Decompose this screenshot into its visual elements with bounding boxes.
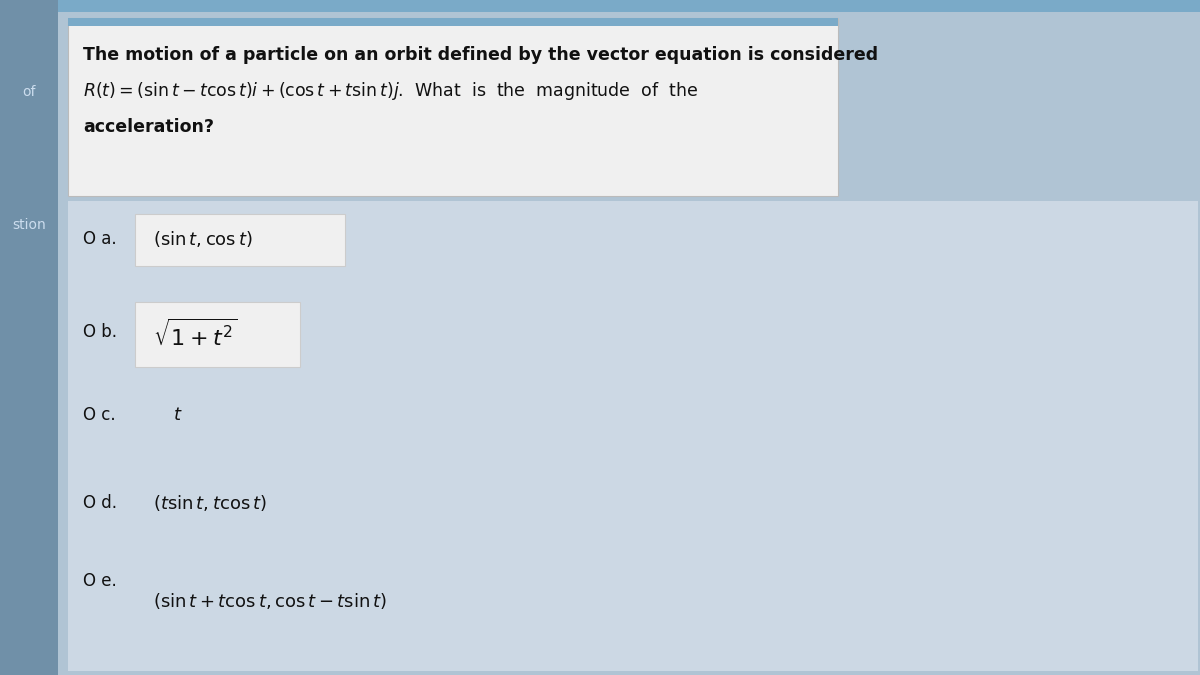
Text: stion: stion [12,218,46,232]
FancyBboxPatch shape [134,302,300,367]
Text: $\sqrt{1+t^2}$: $\sqrt{1+t^2}$ [154,319,238,351]
Text: O e.: O e. [83,572,116,590]
Text: $(t\sin t, t\cos t)$: $(t\sin t, t\cos t)$ [154,493,266,513]
Text: of: of [23,85,36,99]
FancyBboxPatch shape [0,0,58,675]
Text: O d.: O d. [83,494,118,512]
Text: $R(t) = (\sin t - t\cos t)i + (\cos t + t\sin t)j$.  What  is  the  magnitude  o: $R(t) = (\sin t - t\cos t)i + (\cos t + … [83,80,698,102]
FancyBboxPatch shape [68,18,838,26]
FancyBboxPatch shape [68,18,838,196]
Text: $(\sin t, \cos t)$: $(\sin t, \cos t)$ [154,229,253,249]
FancyBboxPatch shape [0,0,1200,12]
Text: The motion of a particle on an orbit defined by the vector equation is considere: The motion of a particle on an orbit def… [83,46,878,64]
Text: $t$: $t$ [173,406,182,424]
Text: O a.: O a. [83,230,116,248]
Text: acceleration?: acceleration? [83,118,214,136]
Text: $(\sin t + t\cos t, \cos t - t\sin t)$: $(\sin t + t\cos t, \cos t - t\sin t)$ [154,591,388,611]
Text: O b.: O b. [83,323,118,341]
Text: O c.: O c. [83,406,115,424]
FancyBboxPatch shape [68,201,1198,671]
FancyBboxPatch shape [134,214,346,266]
